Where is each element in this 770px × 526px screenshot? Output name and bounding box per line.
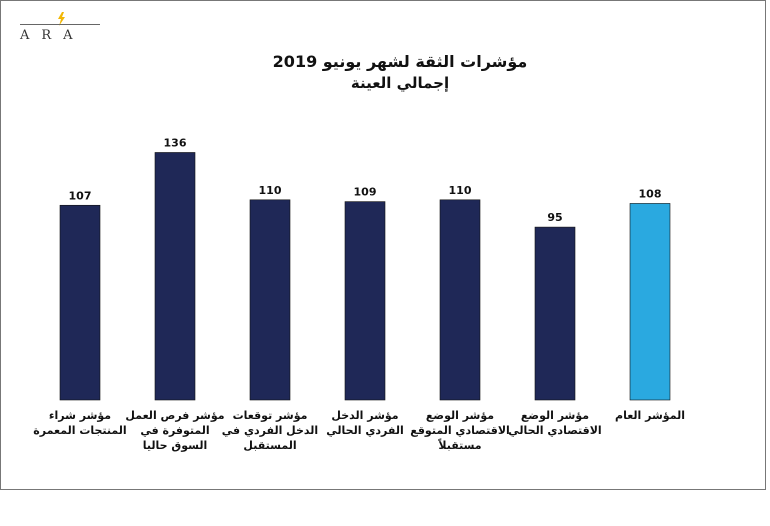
category-label-4: مؤشر الدخل الفردي الحالي [326,409,404,437]
data-label-3: 110 [259,184,282,197]
data-label-1: 107 [69,189,92,202]
category-label-7: المؤشر العام [615,409,685,422]
bar-4 [344,201,386,401]
chart-subtitle: إجمالي العينة [350,74,450,92]
category-label-5: مؤشر الوضع الاقتصادي المتوقع مستقبلاً [410,409,510,452]
category-label-3: مؤشر توقعات الدخل الفردي في المستقبل [221,409,319,452]
bar-6 [534,226,576,401]
category-label-1: مؤشر شراء المنتجات المعمرة [33,409,127,437]
logo-text: ARA [20,28,85,43]
chart-title: مؤشرات الثقة لشهر يونيو 2019 [272,52,528,71]
category-label-2: مؤشر فرص العمل المتوفرة في السوق حاليا [125,409,225,452]
bar-5 [439,199,481,401]
data-label-6: 95 [547,211,562,224]
data-label-4: 109 [354,186,377,199]
chart-title-block: مؤشرات الثقة لشهر يونيو 2019 إجمالي العي… [250,52,550,94]
ara-logo: ARA [20,12,104,43]
bar-2 [154,152,196,401]
category-label-6: مؤشر الوضع الاقتصادي الحالي [508,409,602,437]
data-label-7: 108 [639,187,662,200]
bar-7 [629,203,671,401]
data-label-5: 110 [449,184,472,197]
logo-line [20,24,100,25]
lightning-bolt-icon [58,12,65,26]
bar-3 [249,199,291,401]
data-label-2: 136 [164,136,187,149]
bar-1 [59,204,101,401]
